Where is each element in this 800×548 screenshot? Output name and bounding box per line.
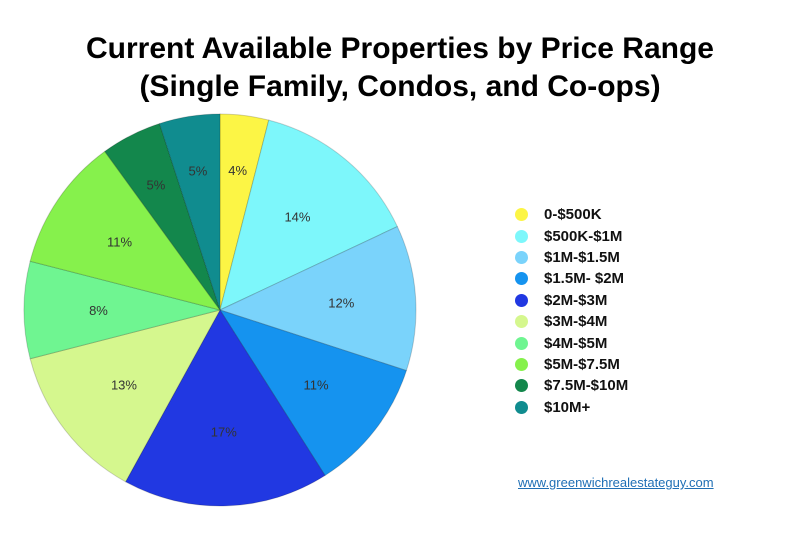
chart-title: Current Available Properties by Price Ra… <box>0 30 800 106</box>
legend-item: 0-$500K <box>515 204 628 225</box>
legend-swatch <box>515 272 528 286</box>
legend-label: $2M-$3M <box>544 291 608 309</box>
legend-swatch <box>515 293 528 307</box>
pie-slice-label: 17% <box>211 424 237 439</box>
legend-item: $10M+ <box>515 397 628 418</box>
legend-swatch <box>515 250 528 264</box>
legend-label: $1.5M- $2M <box>544 270 625 288</box>
legend-swatch <box>515 379 528 393</box>
legend-swatch <box>515 400 528 414</box>
pie-slice-label: 14% <box>284 209 310 224</box>
legend-item: $1M-$1.5M <box>515 247 628 268</box>
pie-slice <box>29 150 222 311</box>
legend-label: $7.5M-$10M <box>544 377 629 395</box>
pie-labels: 4% 14% 12% 11% 17% 13% 8% 11% 5% 5% <box>89 163 355 439</box>
pie-slices <box>23 113 417 507</box>
legend-swatch <box>515 229 528 243</box>
pie-slice <box>124 309 326 507</box>
legend-swatch <box>515 315 528 329</box>
legend-label: $3M-$4M <box>544 313 608 331</box>
pie-slice-label: 13% <box>111 377 137 392</box>
pie-slice-label: 4% <box>228 163 247 178</box>
pie-slice <box>158 113 221 311</box>
legend-label: $5M-$7.5M <box>544 355 620 373</box>
legend-item: $1.5M- $2M <box>515 268 628 289</box>
legend-swatch <box>515 208 528 222</box>
chart-title-line-1: Current Available Properties by Price Ra… <box>86 32 714 65</box>
legend-swatch <box>515 336 528 350</box>
legend-item: $3M-$4M <box>515 311 628 332</box>
pie-slice-label: 11% <box>107 235 132 250</box>
pie-slice-label: 11% <box>303 377 328 392</box>
pie-slice-label: 8% <box>89 303 108 318</box>
legend-item: $4M-$5M <box>515 332 628 353</box>
pie-slice <box>23 260 221 360</box>
legend-label: $500K-$1M <box>544 227 623 245</box>
legend-item: $5M-$7.5M <box>515 354 628 375</box>
pie-slice <box>29 309 221 483</box>
pie-slice <box>218 225 417 372</box>
legend-label: $10M+ <box>544 398 591 416</box>
pie-slice-label: 5% <box>147 177 166 192</box>
pie-slice <box>219 119 399 311</box>
chart-legend: 0-$500K $500K-$1M $1M-$1.5M $1.5M- $2M $2M-$… <box>515 204 628 418</box>
legend-label: $4M-$5M <box>544 334 608 352</box>
legend-label: 0-$500K <box>544 206 602 224</box>
pie-slice <box>219 113 270 311</box>
legend-swatch <box>515 357 528 371</box>
legend-item: $2M-$3M <box>515 290 628 311</box>
chart-title-line-2: (Single Family, Condos, and Co-ops) <box>139 70 661 103</box>
legend-item: $7.5M-$10M <box>515 375 628 396</box>
website-link[interactable]: www.greenwichrealestateguy.com <box>518 475 714 490</box>
pie-slice <box>104 122 221 311</box>
legend-item: $500K-$1M <box>515 225 628 246</box>
legend-label: $1M-$1.5M <box>544 248 620 266</box>
pie-slice-label: 12% <box>328 295 354 310</box>
pie-slice-label: 5% <box>189 164 208 179</box>
pie-slice <box>218 309 408 477</box>
